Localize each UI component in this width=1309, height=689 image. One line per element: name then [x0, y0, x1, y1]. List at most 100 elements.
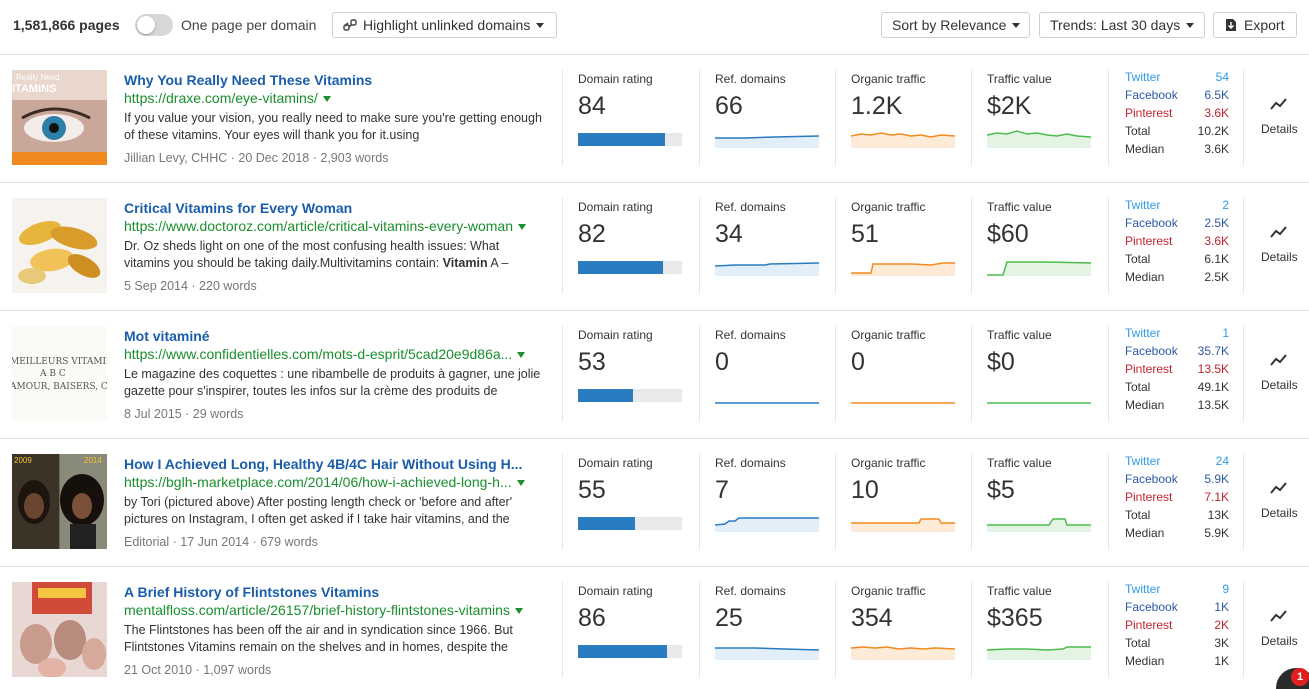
ref-domains-value[interactable]: 0 — [715, 348, 729, 376]
highlight-unlinked-domains-button[interactable]: Highlight unlinked domains — [332, 12, 557, 38]
facebook-row[interactable]: Facebook 1K — [1125, 600, 1229, 618]
result-url[interactable]: https://draxe.com/eye-vitamins/ — [124, 90, 534, 106]
facebook-row[interactable]: Facebook 35.7K — [1125, 344, 1229, 362]
result-title[interactable]: Why You Really Need These Vitamins — [124, 72, 373, 88]
organic-traffic-value[interactable]: 51 — [851, 220, 879, 248]
thumb-caption-bottom: ITAMINS — [12, 83, 56, 95]
result-url-text[interactable]: mentalfloss.com/article/26157/brief-hist… — [124, 602, 510, 618]
trend-chart-icon — [1270, 482, 1287, 494]
thumb-caption-top: Really Need — [16, 73, 60, 82]
pinterest-row[interactable]: Pinterest 2K — [1125, 618, 1229, 636]
results-list: Really Need ITAMINS Why You Really Need … — [0, 55, 1309, 689]
pinterest-row[interactable]: Pinterest 3.6K — [1125, 106, 1229, 124]
twitter-row[interactable]: Twitter 24 — [1125, 454, 1229, 472]
traffic-value-value[interactable]: $0 — [987, 348, 1015, 376]
result-thumbnail[interactable]: 2009 2014 — [12, 454, 107, 549]
facebook-row[interactable]: Facebook 2.5K — [1125, 216, 1229, 234]
social-shares-cell: Twitter 2 Facebook 2.5K Pinterest 3.6K Tota… — [1108, 198, 1243, 294]
result-title[interactable]: How I Achieved Long, Healthy 4B/4C Hair … — [124, 456, 523, 472]
facebook-label: Facebook — [1125, 472, 1178, 486]
result-thumbnail[interactable]: MEILLEURS VITAMINES S A B C AMOUR, BAISE… — [12, 326, 107, 421]
ref-domains-cell: Ref. domains 66 — [699, 70, 836, 166]
domain-rating-cell: Domain rating 84 — [562, 70, 699, 166]
organic-traffic-cell: Organic traffic 1.2K — [835, 70, 972, 166]
result-url-text[interactable]: https://bglh-marketplace.com/2014/06/how… — [124, 474, 512, 490]
domain-rating-bar-fill — [578, 645, 668, 658]
twitter-row[interactable]: Twitter 9 — [1125, 582, 1229, 600]
details-button[interactable]: Details — [1243, 326, 1303, 422]
result-thumbnail[interactable]: Really Need ITAMINS — [12, 70, 107, 165]
traffic-value-value[interactable]: $365 — [987, 604, 1043, 632]
total-label: Total — [1125, 636, 1151, 650]
result-description: by Tori (pictured above) After posting l… — [124, 495, 513, 526]
details-button[interactable]: Details — [1243, 454, 1303, 550]
domain-rating-bar-fill — [578, 133, 666, 146]
details-button[interactable]: Details — [1243, 70, 1303, 166]
one-page-per-domain-toggle[interactable] — [135, 14, 173, 36]
traffic-value-value[interactable]: $5 — [987, 476, 1015, 504]
ref-domains-value[interactable]: 66 — [715, 92, 743, 120]
ref-domains-sparkline — [715, 262, 819, 276]
notification-badge[interactable]: 1 — [1291, 668, 1309, 686]
vitamin-capsules-image — [12, 198, 107, 293]
organic-traffic-value[interactable]: 0 — [851, 348, 865, 376]
traffic-value-value[interactable]: $60 — [987, 220, 1029, 248]
domain-rating-cell: Domain rating 86 — [562, 582, 699, 678]
median-row: Median 13.5K — [1125, 398, 1229, 416]
ref-domains-value[interactable]: 25 — [715, 604, 743, 632]
organic-traffic-value[interactable]: 10 — [851, 476, 879, 504]
pinterest-row[interactable]: Pinterest 13.5K — [1125, 362, 1229, 380]
caret-down-icon[interactable] — [518, 224, 526, 231]
twitter-row[interactable]: Twitter 54 — [1125, 70, 1229, 88]
result-url[interactable]: mentalfloss.com/article/26157/brief-hist… — [124, 602, 534, 618]
twitter-row[interactable]: Twitter 1 — [1125, 326, 1229, 344]
traffic-value-cell: Traffic value $60 — [971, 198, 1108, 294]
trend-chart-icon — [1270, 610, 1287, 622]
traffic-value-value[interactable]: $2K — [987, 92, 1032, 120]
caret-down-icon[interactable] — [516, 480, 525, 487]
chevron-down-icon — [536, 22, 545, 28]
description-highlight: Vitamin — [442, 256, 488, 270]
caret-down-icon[interactable] — [517, 352, 526, 359]
details-button[interactable]: Details — [1243, 198, 1303, 294]
details-button[interactable]: Details — [1243, 582, 1303, 678]
twitter-label: Twitter — [1125, 326, 1161, 340]
facebook-row[interactable]: Facebook 6.5K — [1125, 88, 1229, 106]
result-url[interactable]: https://www.confidentielles.com/mots-d-e… — [124, 346, 534, 362]
traffic-value-cell: Traffic value $5 — [971, 454, 1108, 550]
result-thumbnail[interactable] — [12, 198, 107, 293]
domain-rating-bar-fill — [578, 517, 636, 530]
result-url[interactable]: https://www.doctoroz.com/article/critica… — [124, 218, 534, 234]
ref-domains-value[interactable]: 34 — [715, 220, 743, 248]
organic-traffic-value[interactable]: 1.2K — [851, 92, 903, 120]
trends-button[interactable]: Trends: Last 30 days — [1039, 12, 1205, 38]
total-count: 10.2K — [1197, 124, 1229, 138]
result-url-text[interactable]: https://www.doctoroz.com/article/critica… — [124, 218, 513, 234]
ref-domains-label: Ref. domains — [715, 200, 786, 214]
sort-label: Sort by Relevance — [892, 17, 1007, 33]
twitter-count: 54 — [1215, 70, 1229, 84]
result-title[interactable]: A Brief History of Flintstones Vitamins — [124, 584, 380, 600]
result-thumbnail[interactable] — [12, 582, 107, 677]
caret-down-icon[interactable] — [514, 608, 523, 615]
total-count: 49.1K — [1197, 380, 1229, 394]
result-title[interactable]: Mot vitaminé — [124, 328, 210, 344]
sort-by-button[interactable]: Sort by Relevance — [881, 12, 1030, 38]
domain-rating-cell: Domain rating 53 — [562, 326, 699, 422]
one-page-per-domain-label[interactable]: One page per domain — [181, 17, 317, 33]
ref-domains-label: Ref. domains — [715, 328, 786, 342]
facebook-row[interactable]: Facebook 5.9K — [1125, 472, 1229, 490]
result-meta: 8 Jul 2015 · 29 words — [124, 407, 244, 421]
result-url-text[interactable]: https://draxe.com/eye-vitamins/ — [124, 90, 318, 106]
export-button[interactable]: Export — [1213, 12, 1297, 38]
result-url[interactable]: https://bglh-marketplace.com/2014/06/how… — [124, 474, 534, 490]
organic-traffic-value[interactable]: 354 — [851, 604, 893, 632]
result-url-text[interactable]: https://www.confidentielles.com/mots-d-e… — [124, 346, 513, 362]
domain-rating-bar — [578, 133, 682, 146]
pinterest-row[interactable]: Pinterest 3.6K — [1125, 234, 1229, 252]
pinterest-row[interactable]: Pinterest 7.1K — [1125, 490, 1229, 508]
caret-down-icon[interactable] — [322, 96, 331, 103]
result-title[interactable]: Critical Vitamins for Every Woman — [124, 200, 353, 216]
twitter-row[interactable]: Twitter 2 — [1125, 198, 1229, 216]
ref-domains-value[interactable]: 7 — [715, 476, 729, 504]
